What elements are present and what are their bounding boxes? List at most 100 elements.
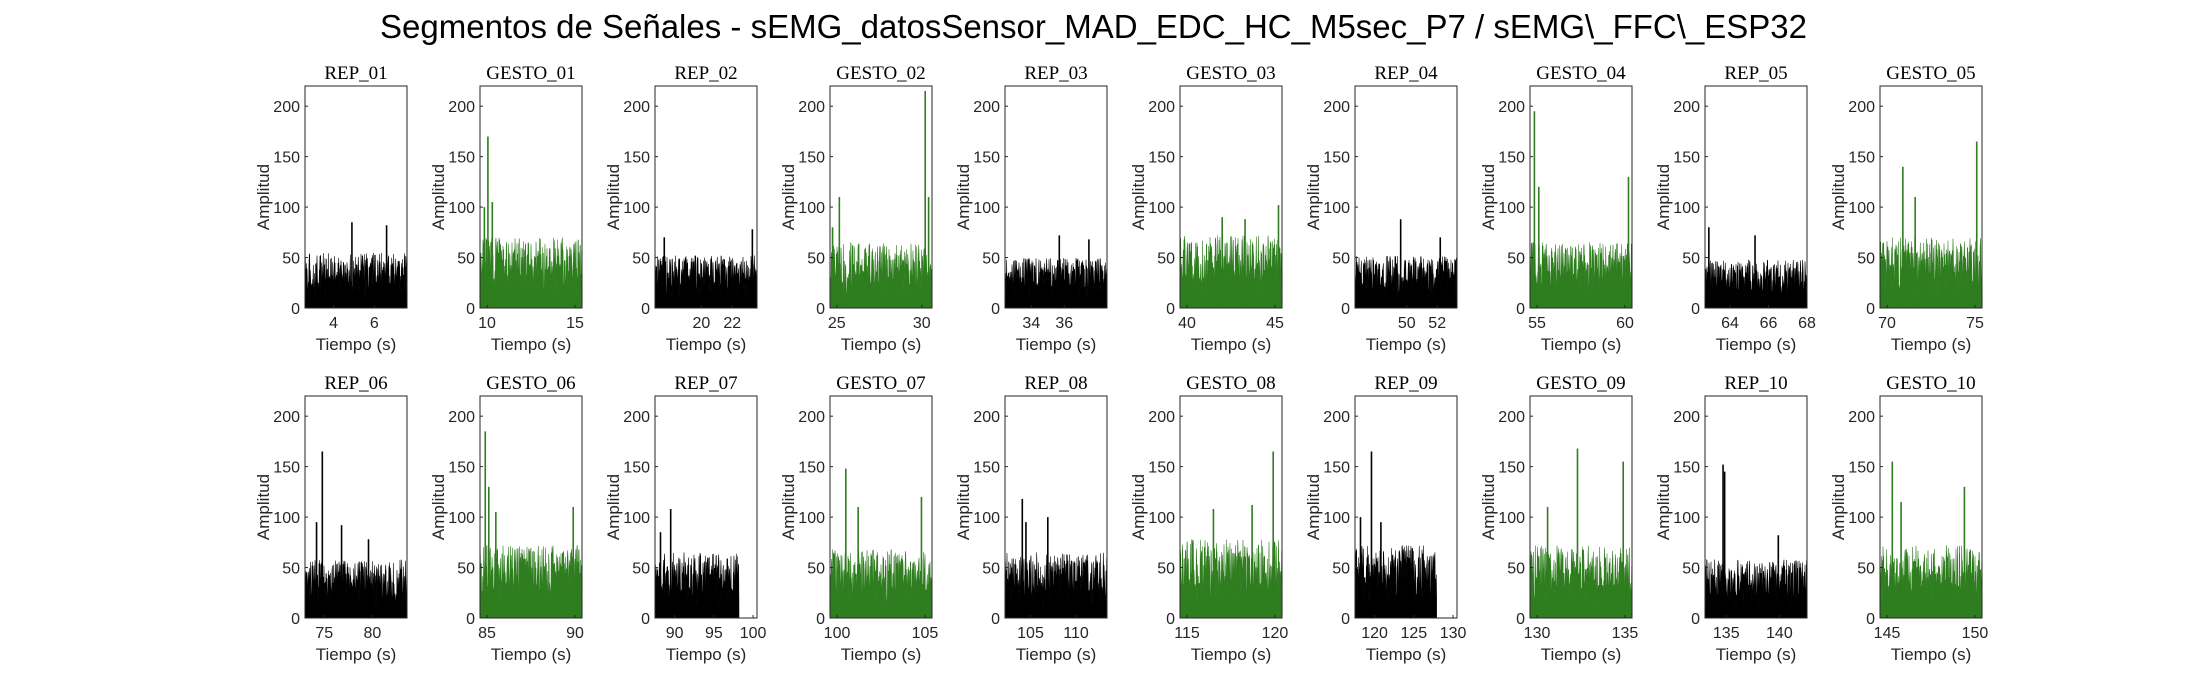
x-tick-label: 145: [1874, 625, 1901, 642]
y-axis-label: Amplitud: [604, 474, 623, 540]
axes-box: [1179, 395, 1283, 619]
subplot-title: REP_10: [1724, 373, 1787, 394]
x-tick-label: 120: [1361, 625, 1388, 642]
y-tick-label: 100: [1323, 510, 1350, 527]
y-tick-label: 150: [623, 150, 650, 167]
signal-area: [1354, 255, 1458, 309]
subplot-title: GESTO_07: [836, 373, 925, 394]
y-tick-label: 100: [273, 510, 300, 527]
y-tick-label: 100: [623, 200, 650, 217]
subplot-gesto-04: 0 50 100 150 200 55 60 GESTO_04 Tiempo (s) Amplit…: [1479, 63, 1634, 354]
y-tick-label: 100: [623, 510, 650, 527]
y-tick-label: 200: [1323, 99, 1350, 116]
axes-box: [1529, 85, 1633, 309]
y-tick-label: 150: [1498, 150, 1525, 167]
axes-box: [829, 85, 933, 309]
y-tick-label: 150: [1848, 150, 1875, 167]
axes-box: [1179, 85, 1283, 309]
axes-box: [304, 85, 408, 309]
x-tick-label: 40: [1178, 315, 1196, 332]
subplot-rep-10: 0 50 100 150 200 135 140 REP_10 Tiempo (s) Amplit…: [1654, 373, 1808, 664]
y-tick-label: 100: [1323, 200, 1350, 217]
y-tick-label: 100: [273, 200, 300, 217]
signal-area: [1179, 539, 1283, 619]
y-tick-label: 50: [807, 561, 825, 578]
signal-area: [1529, 545, 1633, 619]
x-axis-label: Tiempo (s): [316, 335, 397, 354]
y-tick-label: 100: [798, 510, 825, 527]
signal-area: [829, 242, 933, 309]
y-axis-label: Amplitud: [1479, 474, 1498, 540]
y-axis-label: Amplitud: [604, 164, 623, 230]
x-tick-label: 95: [705, 625, 723, 642]
subplot-rep-06: 0 50 100 150 200 75 80 REP_06 Tiempo (s) Amplitud: [254, 373, 408, 664]
y-tick-label: 200: [1323, 409, 1350, 426]
subplot-title: REP_06: [324, 373, 387, 394]
x-tick-label: 50: [1398, 315, 1416, 332]
x-tick-label: 55: [1528, 315, 1546, 332]
axes-box: [654, 85, 758, 309]
subplot-rep-05: 0 50 100 150 200 64 66 68 REP_05 Tiempo (s) Amplit…: [1654, 63, 1816, 354]
y-tick-label: 200: [448, 409, 475, 426]
y-tick-label: 100: [1498, 510, 1525, 527]
y-tick-label: 150: [798, 460, 825, 477]
subplot-gesto-09: 0 50 100 150 200 130 135 GESTO_09 Tiempo (s) Ampl…: [1479, 373, 1638, 664]
axes-box: [1704, 395, 1808, 619]
y-tick-label: 150: [1498, 460, 1525, 477]
y-axis-label: Amplitud: [254, 474, 273, 540]
x-axis-label: Tiempo (s): [1366, 335, 1447, 354]
y-axis-label: Amplitud: [954, 164, 973, 230]
y-tick-label: 0: [641, 611, 650, 628]
x-tick-label: 30: [913, 315, 931, 332]
y-tick-label: 150: [1673, 460, 1700, 477]
x-tick-label: 130: [1440, 625, 1467, 642]
x-tick-label: 100: [740, 625, 767, 642]
x-axis-label: Tiempo (s): [1541, 645, 1622, 664]
y-tick-label: 0: [291, 611, 300, 628]
y-tick-label: 50: [457, 561, 475, 578]
y-tick-label: 50: [457, 251, 475, 268]
y-tick-label: 150: [273, 150, 300, 167]
y-tick-label: 0: [1691, 301, 1700, 318]
y-tick-label: 0: [1516, 611, 1525, 628]
axes-box: [1879, 395, 1983, 619]
y-axis-label: Amplitud: [1654, 474, 1673, 540]
y-tick-label: 50: [282, 251, 300, 268]
subplot-title: GESTO_01: [486, 63, 575, 84]
x-axis-label: Tiempo (s): [1016, 335, 1097, 354]
y-axis-label: Amplitud: [1829, 474, 1848, 540]
axes-box: [1354, 395, 1458, 619]
y-tick-label: 150: [1323, 460, 1350, 477]
x-tick-label: 10: [478, 315, 496, 332]
y-tick-label: 150: [273, 460, 300, 477]
y-tick-label: 0: [1866, 611, 1875, 628]
y-tick-label: 0: [466, 301, 475, 318]
subplot-gesto-02: 0 50 100 150 200 25 30 GESTO_02 Tiempo (s) Amplit…: [779, 63, 933, 354]
x-axis-label: Tiempo (s): [1716, 645, 1797, 664]
axes-box: [1004, 85, 1108, 309]
y-tick-label: 0: [1341, 611, 1350, 628]
x-tick-label: 68: [1798, 315, 1816, 332]
y-tick-label: 0: [641, 301, 650, 318]
x-tick-label: 60: [1616, 315, 1634, 332]
subplot-rep-08: 0 50 100 150 200 105 110 REP_08 Tiempo (s) Amplit…: [954, 373, 1108, 664]
x-tick-label: 90: [666, 625, 684, 642]
y-tick-label: 200: [798, 409, 825, 426]
y-tick-label: 0: [1866, 301, 1875, 318]
signal-area: [1354, 545, 1437, 619]
y-axis-label: Amplitud: [779, 474, 798, 540]
x-tick-label: 15: [566, 315, 584, 332]
y-tick-label: 0: [1166, 301, 1175, 318]
x-tick-label: 100: [824, 625, 851, 642]
x-axis-label: Tiempo (s): [316, 645, 397, 664]
x-tick-label: 52: [1428, 315, 1446, 332]
y-tick-label: 50: [807, 251, 825, 268]
y-tick-label: 0: [291, 301, 300, 318]
y-tick-label: 100: [1848, 510, 1875, 527]
signal-area: [1004, 257, 1108, 309]
y-axis-label: Amplitud: [429, 474, 448, 540]
x-tick-label: 64: [1721, 315, 1739, 332]
subplot-title: REP_01: [324, 63, 387, 84]
signal-area: [1879, 545, 1983, 619]
subplot-gesto-01: 0 50 100 150 200 10 15 GESTO_01 Tiempo (s) Amplit…: [429, 63, 584, 354]
